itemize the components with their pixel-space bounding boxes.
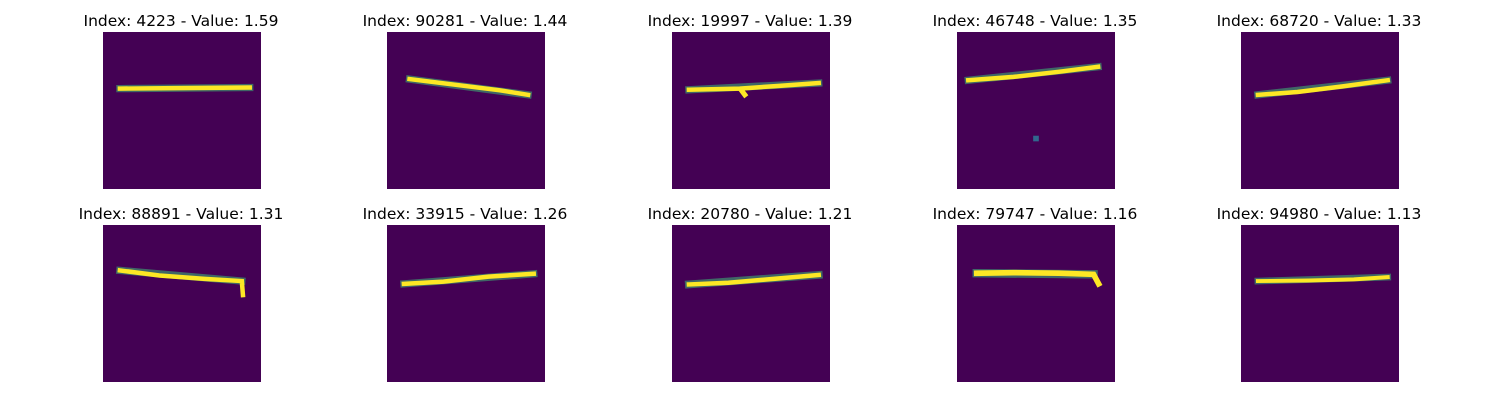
digit-image xyxy=(387,225,545,382)
panel-title: Index: 4223 - Value: 1.59 xyxy=(83,12,279,30)
image-background xyxy=(1241,32,1399,189)
image-background xyxy=(672,225,830,382)
digit-image xyxy=(1241,32,1399,189)
image-background xyxy=(103,225,261,382)
digit-stroke xyxy=(1255,77,1391,98)
image-background xyxy=(103,32,261,189)
digit-stroke xyxy=(117,85,252,91)
image-background xyxy=(387,225,545,382)
digit-image xyxy=(957,32,1115,189)
image-background xyxy=(1241,225,1399,382)
image-background xyxy=(387,32,545,189)
image-background xyxy=(672,32,830,189)
panel-title: Index: 68720 - Value: 1.33 xyxy=(1216,12,1422,30)
panel-9: Index: 79747 - Value: 1.16 xyxy=(915,204,1155,394)
panel-6: Index: 88891 - Value: 1.31 xyxy=(61,204,301,394)
digit-image xyxy=(957,225,1115,382)
digit-image xyxy=(387,32,545,189)
digit-image xyxy=(672,32,830,189)
digit-stroke xyxy=(117,267,246,298)
panel-title: Index: 88891 - Value: 1.31 xyxy=(78,205,284,223)
panel-title: Index: 94980 - Value: 1.13 xyxy=(1216,205,1422,223)
digit-image xyxy=(1241,225,1399,382)
panel-title: Index: 46748 - Value: 1.35 xyxy=(932,12,1138,30)
digit-stroke xyxy=(973,269,1103,288)
panel-title: Index: 33915 - Value: 1.26 xyxy=(362,205,568,223)
digit-stroke xyxy=(401,271,537,287)
panel-5: Index: 68720 - Value: 1.33 xyxy=(1199,11,1439,201)
image-background xyxy=(957,225,1115,382)
digit-image xyxy=(103,32,261,189)
digit-image xyxy=(672,225,830,382)
panel-title: Index: 90281 - Value: 1.44 xyxy=(362,12,568,30)
digit-stroke xyxy=(686,272,822,287)
panel-2: Index: 90281 - Value: 1.44 xyxy=(345,11,585,201)
panel-10: Index: 94980 - Value: 1.13 xyxy=(1199,204,1439,394)
digit-stroke xyxy=(686,80,822,93)
panel-title: Index: 79747 - Value: 1.16 xyxy=(932,205,1138,223)
digit-stroke xyxy=(965,64,1101,83)
digit-stroke xyxy=(1255,275,1390,284)
panel-1: Index: 4223 - Value: 1.59 xyxy=(61,11,301,201)
digit-image xyxy=(103,225,261,382)
panel-3: Index: 19997 - Value: 1.39 xyxy=(630,11,870,201)
panel-7: Index: 33915 - Value: 1.26 xyxy=(345,204,585,394)
panel-title: Index: 20780 - Value: 1.21 xyxy=(647,205,853,223)
image-background xyxy=(957,32,1115,189)
panel-title: Index: 19997 - Value: 1.39 xyxy=(647,12,853,30)
digit-dot xyxy=(1033,135,1039,142)
panel-4: Index: 46748 - Value: 1.35 xyxy=(915,11,1155,201)
panel-8: Index: 20780 - Value: 1.21 xyxy=(630,204,870,394)
digit-stroke xyxy=(407,76,531,98)
digit-stroke xyxy=(737,86,749,99)
